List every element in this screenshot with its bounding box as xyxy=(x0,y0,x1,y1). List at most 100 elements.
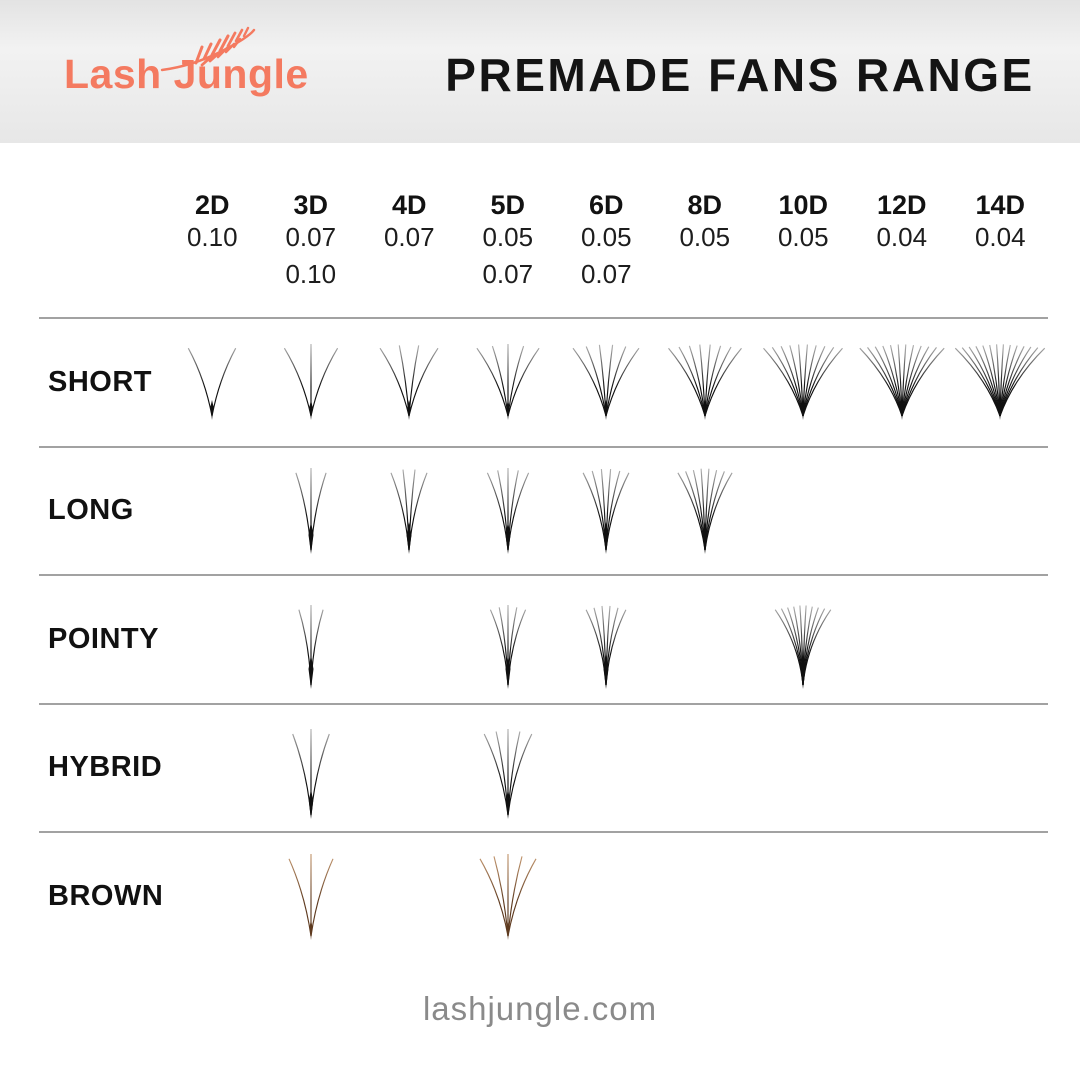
cell-long-8d xyxy=(656,447,755,576)
cell-brown-5d xyxy=(459,832,558,961)
thickness-value: 0.07 xyxy=(383,222,435,252)
thickness-value: 0.05 xyxy=(580,222,632,252)
thickness-value: 0.05 xyxy=(679,222,731,252)
row-divider-line xyxy=(39,317,1048,319)
cell-brown-14d xyxy=(951,832,1050,961)
column-header-4d: 4D 0.07 xyxy=(360,143,459,318)
cell-long-10d xyxy=(754,447,853,576)
cell-hybrid-8d xyxy=(656,704,755,833)
column-header-spacer xyxy=(0,143,163,318)
lash-fan xyxy=(763,343,844,420)
column-header-2d: 2D 0.10 xyxy=(163,143,262,318)
lash-fan xyxy=(572,344,640,420)
lash-fan xyxy=(677,468,733,554)
column-header-8d: 8D 0.05 xyxy=(656,143,755,318)
lash-fan xyxy=(390,469,428,554)
column-dimension-label: 10D xyxy=(778,190,829,220)
header: Lash Jungle PREMADE FANS RANGE xyxy=(0,0,1080,143)
column-header-6d: 6D 0.05 0.07 xyxy=(557,143,656,318)
thickness-value: 0.07 xyxy=(580,259,632,289)
row-long: LONG xyxy=(0,445,1080,576)
cell-short-2d xyxy=(163,318,262,447)
column-dimension-label: 12D xyxy=(876,190,927,220)
row-brown: BROWN xyxy=(0,831,1080,961)
website-url: lashjungle.com xyxy=(422,990,658,1027)
lash-fan xyxy=(295,468,327,554)
lash-fan xyxy=(283,343,338,420)
column-dimension-label: 2D xyxy=(194,190,230,220)
lash-fan xyxy=(774,604,832,689)
row-divider-line xyxy=(39,574,1048,576)
column-header-14d: 14D 0.04 xyxy=(951,143,1050,318)
column-headers: 2D 0.10 3D 0.07 0.10 4D 0.07 5D 0.05 0.07 6D 0.05 0.… xyxy=(0,143,1050,318)
column-header-12d: 12D 0.04 xyxy=(853,143,952,318)
cell-short-6d xyxy=(557,318,656,447)
cell-hybrid-2d xyxy=(163,704,262,833)
lash-fan xyxy=(479,853,537,940)
cell-pointy-3d xyxy=(262,575,361,704)
cell-brown-8d xyxy=(656,832,755,961)
cell-brown-6d xyxy=(557,832,656,961)
cell-short-4d xyxy=(360,318,459,447)
thickness-value: 0.10 xyxy=(285,259,337,289)
cell-long-2d xyxy=(163,447,262,576)
row-label: LONG xyxy=(48,494,134,527)
cell-brown-12d xyxy=(853,832,952,961)
thickness-value: 0.07 xyxy=(285,222,337,252)
cell-pointy-8d xyxy=(656,575,755,704)
row-pointy: POINTY xyxy=(0,574,1080,704)
brand-logo-text: Lash Jungle xyxy=(64,51,309,97)
cell-hybrid-14d xyxy=(951,704,1050,833)
cell-long-4d xyxy=(360,447,459,576)
thickness-value: 0.05 xyxy=(777,222,829,252)
column-dimension-label: 14D xyxy=(975,190,1026,220)
row-hybrid: HYBRID xyxy=(0,702,1080,833)
row-label: SHORT xyxy=(48,365,152,398)
row-divider-line xyxy=(39,445,1048,448)
cell-hybrid-6d xyxy=(557,704,656,833)
cell-short-3d xyxy=(262,318,361,447)
thickness-value: 0.10 xyxy=(186,222,238,252)
cell-hybrid-4d xyxy=(360,704,459,833)
cell-hybrid-5d xyxy=(459,704,558,833)
cell-pointy-4d xyxy=(360,575,459,704)
lash-fan xyxy=(288,853,334,940)
cell-pointy-14d xyxy=(951,575,1050,704)
cell-hybrid-10d xyxy=(754,704,853,833)
row-divider-line xyxy=(39,831,1048,833)
lash-fan xyxy=(298,604,324,689)
cell-long-5d xyxy=(459,447,558,576)
row-short: SHORT xyxy=(0,317,1080,447)
cell-short-5d xyxy=(459,318,558,447)
cell-long-6d xyxy=(557,447,656,576)
cell-long-3d xyxy=(262,447,361,576)
lash-fan xyxy=(291,729,330,819)
thickness-value: 0.07 xyxy=(482,259,534,289)
column-dimension-label: 4D xyxy=(391,190,427,220)
row-label: BROWN xyxy=(48,879,164,912)
fern-leaf-icon xyxy=(160,26,256,72)
cell-pointy-2d xyxy=(163,575,262,704)
column-dimension-label: 3D xyxy=(293,190,328,220)
thickness-value: 0.05 xyxy=(482,222,534,252)
column-dimension-label: 5D xyxy=(490,190,525,220)
column-header-3d: 3D 0.07 0.10 xyxy=(262,143,361,318)
lash-fan xyxy=(667,344,742,420)
cell-long-12d xyxy=(853,447,952,576)
cell-brown-4d xyxy=(360,832,459,961)
cell-pointy-12d xyxy=(853,575,952,704)
cell-brown-10d xyxy=(754,832,853,961)
cell-pointy-5d xyxy=(459,575,558,704)
cell-short-14d xyxy=(951,318,1050,447)
cell-brown-3d xyxy=(262,832,361,961)
cell-hybrid-12d xyxy=(853,704,952,833)
lash-fan xyxy=(188,347,237,420)
thickness-value: 0.04 xyxy=(876,222,928,252)
lash-fan xyxy=(859,343,945,420)
lash-fan xyxy=(486,468,529,554)
cell-short-12d xyxy=(853,318,952,447)
cell-long-14d xyxy=(951,447,1050,576)
lash-fan xyxy=(476,343,540,420)
column-header-10d: 10D 0.05 xyxy=(754,143,853,318)
